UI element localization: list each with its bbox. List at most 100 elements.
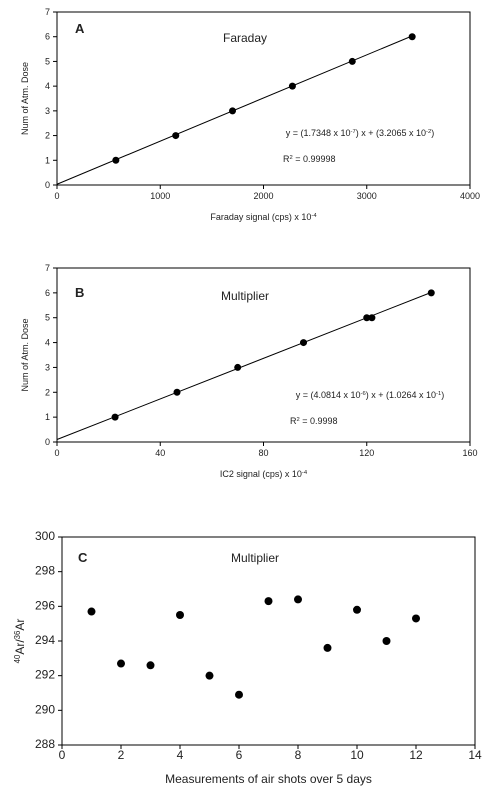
y-axis-label-part: Ar (13, 619, 27, 631)
point (353, 605, 361, 614)
y-tick-label: 1 (45, 412, 50, 422)
x-tick-label: 14 (468, 748, 482, 762)
point (176, 611, 184, 619)
r-squared-part: = 0.99998 (293, 154, 336, 164)
x-tick-label: 2000 (253, 191, 273, 201)
y-tick-label: 300 (35, 529, 55, 543)
x-tick-label: 40 (155, 448, 165, 458)
equation-part: -6 (361, 391, 366, 397)
point (294, 595, 302, 604)
equation-part: y = (1.7348 x 10 (286, 128, 351, 138)
y-tick-label: 7 (45, 263, 50, 273)
equation-part: ) (441, 390, 444, 400)
point (87, 607, 96, 616)
x-axis-label-part: -4 (302, 470, 308, 476)
point (229, 107, 237, 115)
y-tick-label: 3 (45, 362, 50, 372)
y-tick-label: 7 (45, 7, 50, 17)
chart-title: Faraday (223, 31, 267, 45)
y-tick-label: 292 (35, 668, 55, 682)
point (205, 671, 214, 680)
point (408, 33, 416, 41)
point (234, 363, 242, 371)
x-axis-label-part: -4 (311, 213, 317, 219)
r-squared-part: R (290, 416, 297, 426)
y-axis-label: Num of Atm. Dose (20, 318, 30, 391)
y-axis-label-part: Num of Atm. Dose (20, 62, 30, 135)
chart-title: Multiplier (221, 289, 269, 303)
point (117, 659, 125, 668)
equation-part: ) x + (3.2065 x 10 (356, 128, 426, 138)
equation-part: -2 (426, 129, 431, 135)
x-tick-label: 160 (462, 448, 477, 458)
y-axis-label-part: 40 (13, 654, 22, 663)
y-tick-label: 4 (45, 81, 50, 91)
y-tick-label: 298 (35, 564, 55, 578)
point (348, 57, 356, 65)
x-tick-label: 80 (258, 448, 268, 458)
point (412, 614, 420, 623)
x-axis-label-part: IC2 signal (cps) x 10 (220, 469, 302, 479)
panel-label: B (75, 285, 84, 300)
x-tick-label: 3000 (357, 191, 377, 201)
point (172, 132, 180, 140)
y-tick-label: 2 (45, 387, 50, 397)
x-tick-label: 0 (54, 448, 59, 458)
r-squared-part: 2 (290, 155, 293, 161)
equation-part: -7 (351, 129, 356, 135)
y-tick-label: 4 (45, 338, 50, 348)
point (382, 637, 391, 645)
x-tick-label: 2 (118, 748, 125, 762)
y-axis-label: Num of Atm. Dose (20, 62, 30, 135)
equation: y = (4.0814 x 10-6) x + (1.0264 x 10-1) (296, 390, 445, 400)
x-tick-label: 0 (59, 748, 66, 762)
x-axis-label: Measurements of air shots over 5 days (165, 772, 372, 786)
y-tick-label: 290 (35, 702, 55, 716)
x-tick-label: 1000 (150, 191, 170, 201)
point (288, 82, 296, 90)
y-tick-label: 0 (45, 180, 50, 190)
point (300, 339, 308, 347)
equation-part: ) x + (1.0264 x 10 (366, 390, 436, 400)
point (363, 314, 371, 322)
point (264, 597, 273, 606)
r-squared-part: 2 (297, 417, 300, 423)
y-axis-label: 40Ar/36Ar (13, 619, 28, 664)
y-tick-label: 5 (45, 313, 50, 323)
point (427, 289, 435, 297)
x-axis-label-part: Faraday signal (cps) x 10 (210, 212, 311, 222)
r-squared: R2 = 0.9998 (290, 416, 338, 426)
chart-title: Multiplier (231, 551, 279, 565)
y-tick-label: 2 (45, 131, 50, 141)
r-squared-part: = 0.9998 (300, 416, 338, 426)
x-tick-label: 120 (359, 448, 374, 458)
point (111, 413, 119, 421)
panel-label: A (75, 21, 85, 36)
y-tick-label: 5 (45, 56, 50, 66)
x-tick-label: 10 (350, 748, 364, 762)
x-tick-label: 4 (177, 748, 184, 762)
y-tick-label: 288 (35, 737, 55, 751)
r-squared-part: R (283, 154, 290, 164)
y-tick-label: 1 (45, 155, 50, 165)
r-squared: R2 = 0.99998 (283, 154, 336, 164)
y-axis-label-part: Ar/ (13, 639, 27, 655)
point (146, 661, 155, 670)
plot-frame (61, 536, 476, 746)
y-tick-label: 0 (45, 437, 50, 447)
x-axis-label: IC2 signal (cps) x 10-4 (220, 469, 308, 479)
y-tick-label: 294 (35, 633, 55, 647)
x-tick-label: 8 (295, 748, 302, 762)
x-tick-label: 12 (409, 748, 423, 762)
y-tick-label: 296 (35, 598, 55, 612)
point (323, 643, 332, 652)
y-axis-label-part: Num of Atm. Dose (20, 318, 30, 391)
point (368, 314, 376, 322)
x-tick-label: 6 (236, 748, 243, 762)
panel-label: C (78, 550, 88, 565)
equation-part: -1 (436, 391, 441, 397)
x-tick-label: 4000 (460, 191, 480, 201)
y-tick-label: 6 (45, 288, 50, 298)
equation-part: y = (4.0814 x 10 (296, 390, 361, 400)
